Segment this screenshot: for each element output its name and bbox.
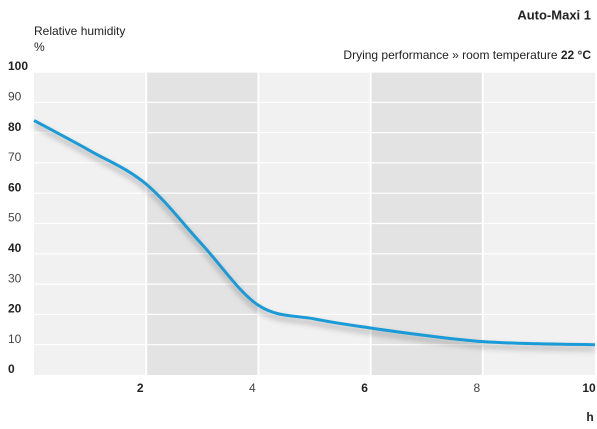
y-tick-label: 40 [8, 241, 22, 255]
y-tick-label: 0 [8, 362, 15, 376]
subtitle: Drying performance » room temperature [343, 48, 557, 62]
y-tick-label: 100 [8, 59, 28, 73]
y-tick-label: 10 [8, 332, 22, 346]
y-tick-label: 70 [8, 150, 22, 164]
y-tick-label: 60 [8, 180, 22, 194]
x-axis-label: h [586, 410, 593, 424]
y-axis-label: Relative humidity [34, 24, 125, 38]
x-tick-label: 6 [361, 381, 368, 395]
y-tick-label: 90 [8, 89, 22, 103]
y-axis-unit: % [34, 40, 45, 54]
x-tick-label: 4 [249, 381, 256, 395]
subtitle-value: 22 °C [561, 48, 591, 62]
subtitle-line: Drying performance » room temperature 22… [343, 48, 591, 62]
y-tick-label: 80 [8, 120, 22, 134]
line-shadow [33, 122, 596, 351]
x-tick-label: 10 [582, 381, 596, 395]
x-tick-label: 8 [473, 381, 480, 395]
y-tick-label: 20 [8, 302, 22, 316]
y-tick-label: 50 [8, 211, 22, 225]
series-line [33, 119, 596, 347]
chart-title: Auto-Maxi 1 [517, 7, 591, 22]
x-tick-label: 2 [137, 381, 144, 395]
y-tick-label: 30 [8, 271, 22, 285]
